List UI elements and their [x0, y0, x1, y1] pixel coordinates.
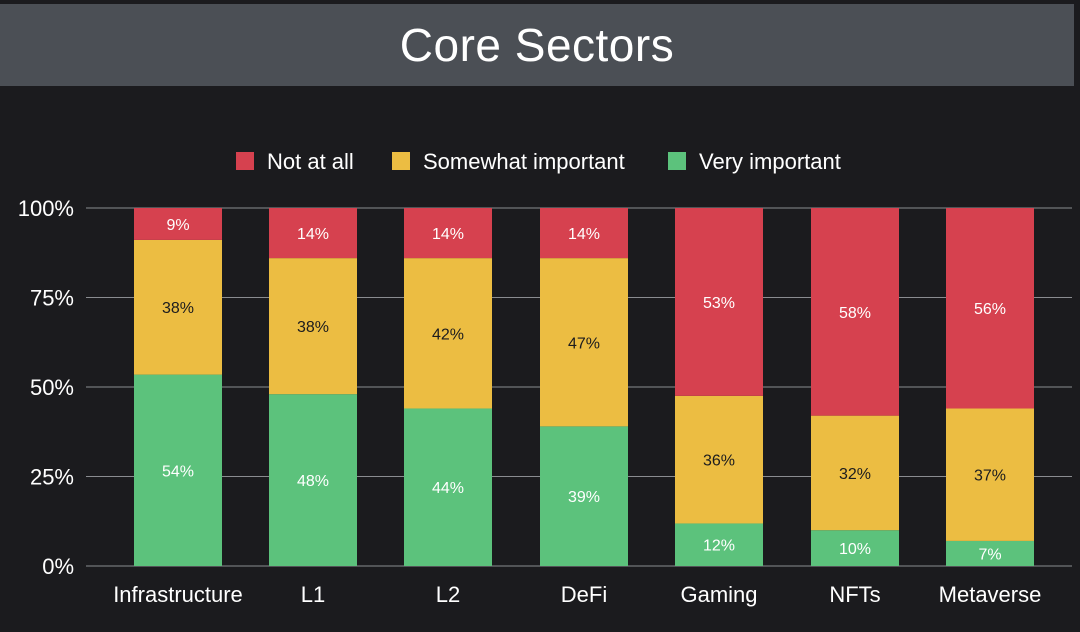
- bar-segment: [811, 208, 899, 416]
- bar-segment: [404, 258, 492, 409]
- data-label: 14%: [568, 226, 600, 243]
- legend-label: Somewhat important: [423, 149, 625, 174]
- x-tick-label: Metaverse: [939, 582, 1042, 607]
- data-label: 42%: [432, 326, 464, 343]
- data-label: 47%: [568, 335, 600, 352]
- data-label: 32%: [839, 466, 871, 483]
- data-label: 38%: [297, 319, 329, 336]
- y-tick-label: 25%: [30, 465, 74, 490]
- data-label: 14%: [297, 226, 329, 243]
- stacked-bar-chart: 0% 25% 50% 75% 100% Not at all Somewhat import…: [18, 149, 1072, 607]
- y-tick-label: 100%: [18, 196, 74, 221]
- x-tick-label: DeFi: [561, 582, 607, 607]
- bar-segment: [269, 394, 357, 566]
- bar-segment: [404, 408, 492, 566]
- x-tick-label: L1: [301, 582, 325, 607]
- data-label: 37%: [974, 468, 1006, 485]
- page-title: Core Sectors: [399, 19, 675, 71]
- bar-segment: [946, 540, 1034, 566]
- y-tick-label: 75%: [30, 286, 74, 311]
- data-label: 56%: [974, 301, 1006, 318]
- bar-segment: [269, 208, 357, 259]
- bar-segment: [946, 208, 1034, 409]
- bar-segment: [540, 426, 628, 566]
- legend-swatch: [392, 152, 410, 170]
- legend-label: Not at all: [267, 149, 354, 174]
- bar-segment: [540, 208, 628, 259]
- data-label: 10%: [839, 541, 871, 558]
- data-label: 53%: [703, 295, 735, 312]
- legend-swatch: [668, 152, 686, 170]
- data-label: 39%: [568, 489, 600, 506]
- bar-segment: [134, 208, 222, 240]
- data-label: 12%: [703, 538, 735, 555]
- x-tick-label: Gaming: [680, 582, 757, 607]
- bar-segment: [134, 239, 222, 375]
- data-label: 7%: [978, 546, 1001, 563]
- bar-segment: [675, 395, 763, 524]
- bar-segment: [946, 408, 1034, 541]
- data-label: 44%: [432, 480, 464, 497]
- bar-segment: [269, 258, 357, 395]
- data-label: 38%: [162, 300, 194, 317]
- x-tick-label: Infrastructure: [113, 582, 243, 607]
- data-label: 48%: [297, 473, 329, 490]
- x-tick-label: NFTs: [829, 582, 880, 607]
- data-label: 54%: [162, 463, 194, 480]
- bar-segment: [134, 374, 222, 566]
- title-bar: Core Sectors: [0, 4, 1074, 86]
- bar-segment: [675, 523, 763, 566]
- bar-segment: [540, 258, 628, 427]
- bar-segment: [675, 208, 763, 396]
- legend-label: Very important: [699, 149, 841, 174]
- data-label: 9%: [166, 217, 189, 234]
- data-label: 14%: [432, 226, 464, 243]
- bar-segment: [811, 530, 899, 566]
- bar-segment: [404, 208, 492, 259]
- legend-swatch: [236, 152, 254, 170]
- data-label: 36%: [703, 453, 735, 470]
- data-label: 58%: [839, 305, 871, 322]
- y-tick-label: 50%: [30, 375, 74, 400]
- y-tick-label: 0%: [42, 554, 74, 579]
- bar-segment: [811, 415, 899, 531]
- x-tick-label: L2: [436, 582, 460, 607]
